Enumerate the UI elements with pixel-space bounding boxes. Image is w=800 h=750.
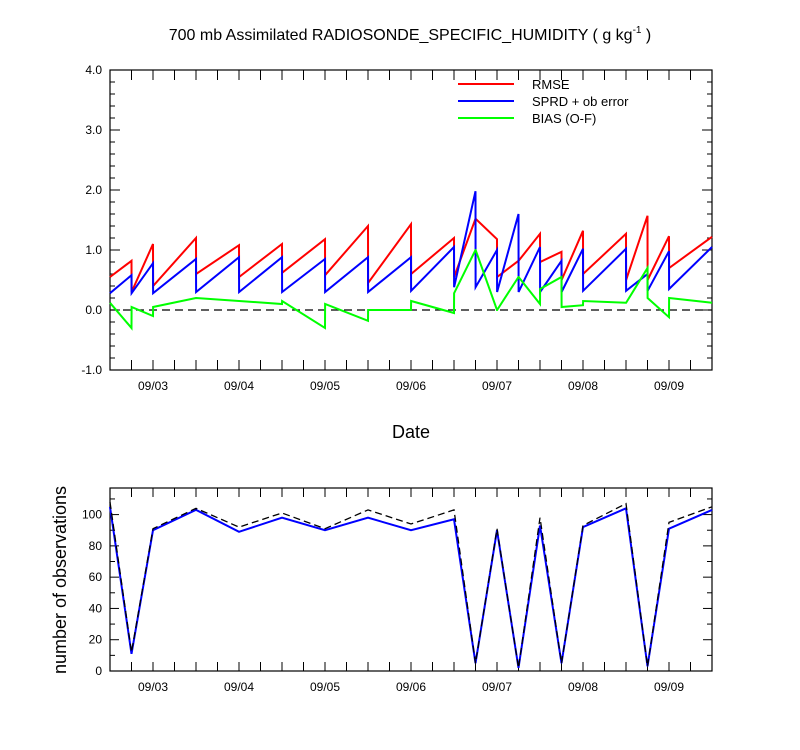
y-tick-label: 0.0: [85, 303, 102, 317]
y-tick-label: 40: [89, 601, 103, 615]
y-tick-label: 3.0: [85, 123, 102, 137]
top-panel: -1.0 0.0 1.0 2.0 3.0 4.0 09/03 09/04 09/05 09/06…: [81, 63, 713, 442]
x-tick-label: 09/09: [654, 680, 684, 694]
top-series-group: [109, 190, 713, 331]
x-tick-label: 09/05: [310, 680, 340, 694]
series-line-sprd-ob-error: [109, 190, 713, 297]
x-tick-label: 09/03: [138, 379, 168, 393]
y-tick-label: -1.0: [81, 363, 102, 377]
y-tick-label: 2.0: [85, 183, 102, 197]
y-tick-label: 0: [95, 664, 102, 678]
y-axis-title-observations: number of observations: [50, 486, 70, 674]
x-tick-label: 09/09: [654, 379, 684, 393]
y-tick-label: 80: [89, 539, 103, 553]
legend: RMSE SPRD + ob error BIAS (O-F): [458, 77, 629, 126]
x-tick-label: 09/04: [224, 680, 254, 694]
x-tick-label: 09/06: [396, 379, 426, 393]
x-tick-label: 09/06: [396, 680, 426, 694]
top-plot-frame: [109, 69, 713, 371]
y-tick-label: 100: [82, 508, 102, 522]
series-line-rmse: [109, 215, 713, 293]
top-x-axis: 09/03 09/04 09/05 09/06 09/07 09/08 09/09: [109, 70, 713, 393]
y-tick-label: 60: [89, 570, 103, 584]
bottom-x-axis: 09/03 09/04 09/05 09/06 09/07 09/08 09/09: [109, 488, 713, 694]
x-tick-label: 09/08: [568, 680, 598, 694]
bottom-plot-frame: [109, 487, 713, 672]
chart-title-main: 700 mb Assimilated RADIOSONDE_SPECIFIC_H…: [169, 27, 633, 44]
chart-title: 700 mb Assimilated RADIOSONDE_SPECIFIC_H…: [169, 25, 652, 44]
legend-label: BIAS (O-F): [532, 111, 596, 126]
y-tick-label: 4.0: [85, 63, 102, 77]
series-line-bias-o-f-: [109, 249, 713, 331]
legend-label: SPRD + ob error: [532, 94, 629, 109]
x-tick-label: 09/07: [482, 379, 512, 393]
chart-title-end: ): [641, 27, 651, 44]
bottom-y-axis: 0 20 40 60 80 100: [82, 498, 712, 678]
x-tick-label: 09/04: [224, 379, 254, 393]
chart-title-superscript: -1: [633, 25, 642, 36]
x-axis-title: Date: [392, 422, 430, 442]
x-tick-label: 09/07: [482, 680, 512, 694]
x-tick-label: 09/05: [310, 379, 340, 393]
x-tick-label: 09/03: [138, 680, 168, 694]
legend-label: RMSE: [532, 77, 570, 92]
series-line-assimilated: [109, 506, 713, 669]
top-y-axis: -1.0 0.0 1.0 2.0 3.0 4.0: [81, 63, 712, 377]
series-line-possible: [109, 502, 713, 668]
y-tick-label: 1.0: [85, 243, 102, 257]
y-tick-label: 20: [89, 633, 103, 647]
x-tick-label: 09/08: [568, 379, 598, 393]
bottom-series-group: [109, 502, 713, 669]
